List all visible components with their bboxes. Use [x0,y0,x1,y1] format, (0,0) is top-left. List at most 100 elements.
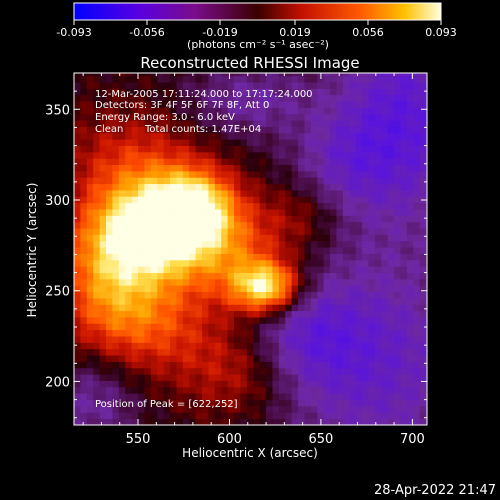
heatmap-cell [349,234,357,242]
heatmap-cell [342,94,350,102]
heatmap-cell [362,297,369,305]
heatmap-cell [189,336,197,343]
heatmap-cell [118,234,126,242]
heatmap-cell [419,412,427,420]
heatmap-cell [99,310,107,318]
heatmap-cell [285,336,293,343]
heatmap-cell [118,278,126,286]
heatmap-cell [112,202,120,210]
heatmap-cell [112,323,120,331]
heatmap-cell [304,228,312,235]
heatmap-cell [189,196,197,204]
heatmap-cell [400,215,408,223]
heatmap-cell [304,380,312,388]
heatmap-cell [163,399,171,407]
heatmap-cell [131,190,139,197]
heatmap-cell [74,247,81,254]
heatmap-cell [106,367,113,375]
heatmap-cell [125,323,133,331]
heatmap-cell [394,355,401,362]
heatmap-cell [118,291,126,299]
heatmap-cell [259,342,267,350]
heatmap-cell [278,196,286,204]
heatmap-cell [291,393,299,400]
heatmap-cell [323,82,331,89]
heatmap-cell [272,317,280,324]
heatmap-cell [406,101,414,108]
heatmap-cell [259,386,267,394]
heatmap-cell [419,297,427,305]
heatmap-cell [387,399,395,407]
heatmap-cell [240,151,248,159]
heatmap-cell [381,126,389,134]
heatmap-cell [131,405,139,413]
heatmap-cell [214,247,222,254]
heatmap-cell [266,386,273,394]
heatmap-cell [253,75,261,83]
heatmap-cell [138,297,145,305]
heatmap-cell [118,164,126,172]
heatmap-cell [163,139,171,146]
heatmap-cell [304,240,312,248]
heatmap-cell [419,177,427,185]
heatmap-cell [170,107,177,115]
heatmap-cell [112,139,120,146]
heatmap-cell [291,196,299,204]
heatmap-cell [202,183,209,191]
heatmap-cell [189,101,197,108]
heatmap-cell [342,317,350,324]
heatmap-cell [118,94,126,102]
heatmap-cell [336,170,344,178]
heatmap-cell [368,386,376,394]
heatmap-cell [150,94,158,102]
heatmap-cell [138,393,145,400]
heatmap-cell [278,361,286,369]
heatmap-cell [234,272,241,280]
heatmap-cell [170,73,177,77]
heatmap-cell [118,310,126,318]
heatmap-cell [150,240,158,248]
heatmap-cell [278,259,286,267]
heatmap-cell [86,113,94,121]
heatmap-cell [208,393,216,400]
heatmap-cell [266,228,273,235]
heatmap-cell [163,183,171,191]
heatmap-cell [355,113,363,121]
heatmap-cell [419,386,427,394]
heatmap-cell [240,73,248,77]
heatmap-cell [317,234,325,242]
heatmap-cell [394,278,401,286]
heatmap-cell [368,88,376,96]
heatmap-cell [99,266,107,273]
heatmap-cell [362,266,369,273]
heatmap-cell [330,221,337,229]
heatmap-cell [182,374,190,381]
heatmap-cell [93,304,101,312]
heatmap-cell [259,272,267,280]
heatmap-cell [99,259,107,267]
heatmap-cell [202,94,209,102]
heatmap-cell [413,329,421,337]
heatmap-cell [323,183,331,191]
heatmap-cell [259,310,267,318]
colorbar-gradient [73,2,442,21]
heatmap-cell [150,151,158,159]
heatmap-cell [400,247,408,254]
heatmap-cell [234,82,241,89]
heatmap-cell [99,145,107,153]
heatmap-cell [227,196,235,204]
heatmap-cell [125,361,133,369]
heatmap-cell [221,278,229,286]
heatmap-cell [342,73,350,77]
heatmap-cell [285,164,293,172]
heatmap-cell [381,317,389,324]
heatmap-cell [74,297,81,305]
heatmap-cell [176,228,184,235]
heatmap-cell [176,317,184,324]
heatmap-cell [118,361,126,369]
heatmap-cell [86,386,94,394]
heatmap-cell [406,234,414,242]
heatmap-cell [374,266,382,273]
heatmap-cell [150,215,158,223]
